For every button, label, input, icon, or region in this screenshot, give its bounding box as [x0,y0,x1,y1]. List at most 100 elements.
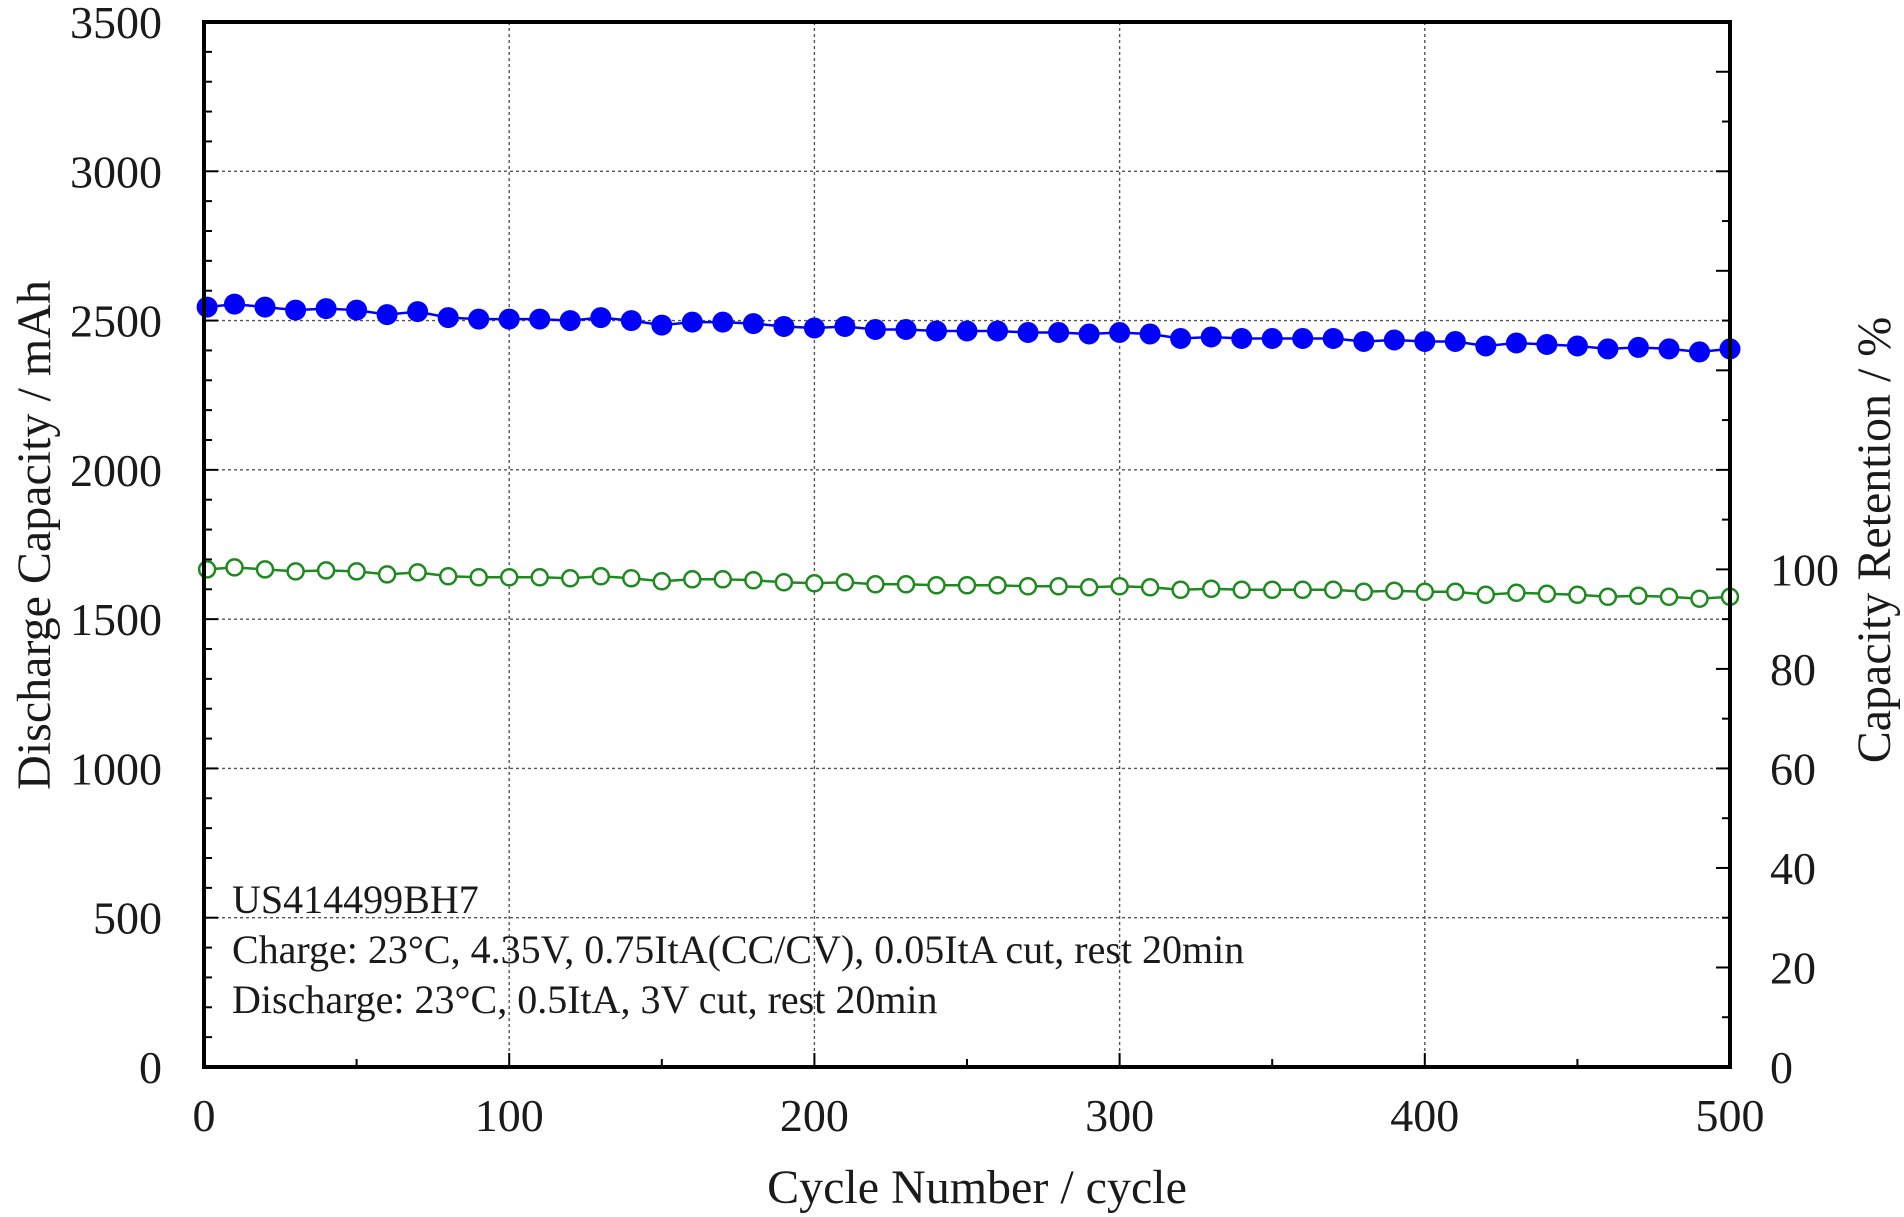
data-point [1415,582,1435,602]
data-point [1261,328,1283,349]
y-tick-label: 500 [93,893,162,944]
data-point [620,310,642,332]
data-point [1049,577,1068,596]
data-point [1690,589,1709,608]
x-axis-title: Cycle Number / cycle [767,1161,1187,1214]
data-point [1322,328,1344,349]
data-point [1629,586,1648,606]
data-point [1475,335,1497,357]
data-point [773,316,795,337]
data-point [866,575,885,594]
data-point [225,558,244,577]
data-point [1597,338,1619,360]
data-point [1018,577,1038,596]
y2-tick-label: 80 [1770,644,1816,695]
data-point [683,570,702,589]
data-point [1078,323,1100,345]
data-point [712,311,734,333]
data-point [1323,580,1343,600]
data-point [681,311,703,333]
x-tick-label: 0 [193,1090,216,1141]
data-point [1292,328,1314,349]
data-point [590,307,612,329]
data-point [407,301,429,323]
data-point [196,296,218,318]
y-tick-label: 0 [139,1042,162,1093]
data-point [926,320,947,342]
x-tick-label: 300 [1085,1090,1154,1141]
data-point [1231,328,1253,349]
plot-frame [202,20,1732,1069]
data-point [987,320,1008,342]
y2-tick-label: 100 [1770,544,1839,595]
data-point [1627,336,1649,358]
data-point [651,314,673,336]
data-point [377,565,397,584]
y-tick-label: 2000 [70,445,162,496]
data-point [1658,338,1680,360]
annotation-discharge: Discharge: 23°C, 0.5ItA, 3V cut, rest 20… [232,977,938,1022]
y2-tick-label: 40 [1770,843,1816,894]
data-point [834,316,856,337]
data-point [255,560,275,579]
data-point [988,576,1007,595]
data-point [1048,322,1070,343]
data-point [438,567,458,586]
y2-tick-label: 0 [1770,1042,1793,1093]
data-point [1017,322,1039,343]
data-point [1109,322,1131,343]
data-point [835,573,855,592]
data-point [469,568,488,587]
y2-axis-title: Capacity Retention / % [1848,317,1901,764]
data-point [315,298,337,320]
annotation-charge: Charge: 23°C, 4.35V, 0.75ItA(CC/CV), 0.0… [232,927,1244,972]
data-point [1385,581,1404,601]
y2-tick-label: 60 [1770,743,1816,794]
data-point [1232,580,1251,600]
data-point [1139,323,1161,345]
data-point [254,296,276,318]
y-tick-label: 3000 [70,146,162,197]
y-tick-label: 2500 [70,296,162,347]
data-point [622,569,641,588]
data-point [864,319,886,340]
data-point [742,313,764,335]
data-point [408,563,427,582]
data-point [1171,580,1190,600]
y-tick-label: 3500 [70,0,162,48]
y-tick-label: 1500 [70,594,162,645]
data-point [1079,578,1099,597]
data-point [896,575,916,594]
data-point [468,308,490,330]
data-point [1537,584,1557,604]
data-point [895,319,917,340]
y-axis-title: Discharge Capacity / mAh [8,280,61,790]
data-point [1201,579,1221,599]
data-point [713,570,733,589]
data-point [803,317,825,339]
data-point [957,576,977,595]
data-point [559,310,581,332]
data-point [1659,587,1679,607]
data-point [530,568,549,587]
data-point [1446,582,1465,602]
data-point [774,573,794,592]
data-point [1140,578,1160,597]
x-tick-label: 500 [1696,1090,1765,1141]
data-point [1568,585,1587,605]
data-point [1353,331,1375,352]
data-point [529,308,551,330]
data-point [805,574,824,593]
data-point [224,293,245,315]
data-point [1262,580,1282,600]
data-point [1505,332,1527,354]
x-tick-label: 200 [780,1090,849,1141]
tick-labels: 0 100 200 300 400 500050010001500200025003000… [70,0,1839,1141]
data-point [499,568,519,587]
data-point [1200,326,1222,348]
grid [204,22,1730,1067]
data-point [1566,335,1588,357]
data-point [346,299,368,321]
data-point [1110,577,1129,596]
